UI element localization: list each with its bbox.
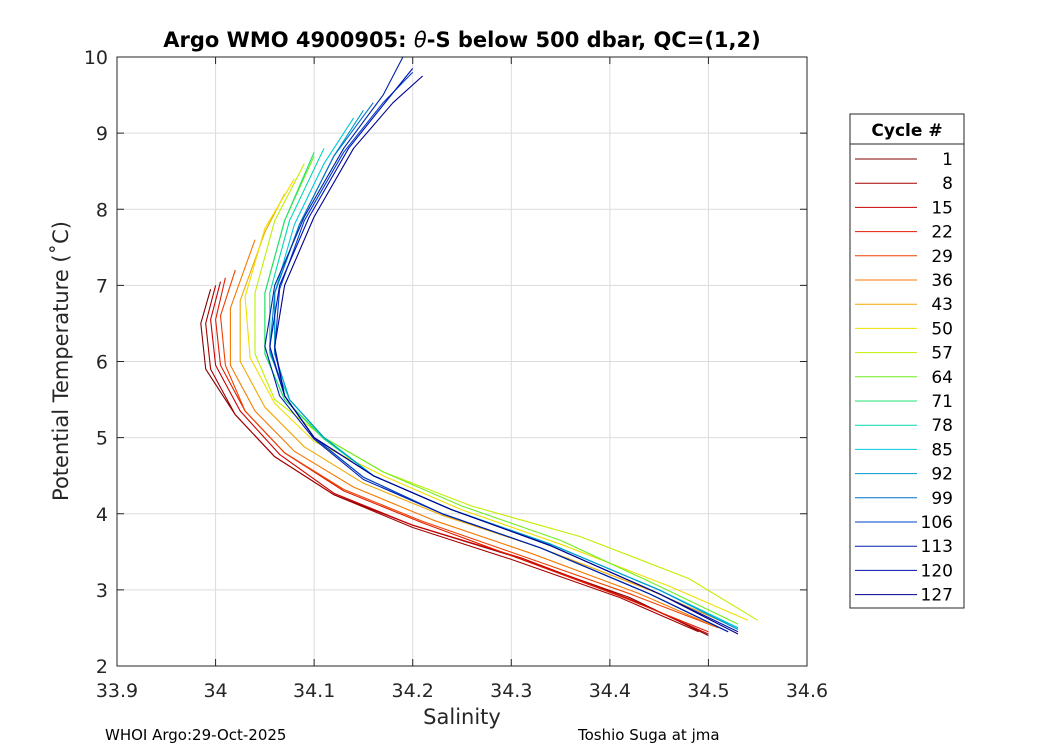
y-tick-label: 2 [96, 656, 108, 678]
legend-label: 8 [942, 174, 953, 194]
legend-label: 50 [931, 319, 953, 339]
legend-label: 78 [931, 416, 953, 436]
legend-label: 15 [931, 198, 953, 218]
footer-right: Toshio Suga at jma [577, 726, 720, 744]
x-tick-label: 34.2 [392, 680, 434, 702]
y-tick-label: 9 [96, 123, 108, 145]
legend-label: 120 [921, 561, 953, 581]
legend-label: 71 [931, 392, 953, 412]
series-line-7 [244, 178, 749, 621]
legend-label: 113 [921, 537, 953, 557]
legend-label: 22 [931, 223, 953, 243]
series-line-18 [274, 75, 739, 635]
y-tick-label: 3 [96, 580, 108, 602]
y-tick-label: 6 [96, 352, 108, 374]
x-tick-label: 34.6 [786, 680, 828, 702]
legend-label: 106 [921, 513, 953, 533]
x-axis-label: Salinity [423, 705, 501, 729]
series-line-16 [264, 56, 729, 633]
y-tick-label: 8 [96, 199, 108, 221]
footer-left: WHOI Argo:29-Oct-2025 [105, 726, 286, 744]
series-line-2 [210, 281, 709, 635]
y-tick-label: 10 [84, 47, 108, 69]
series-line-6 [239, 193, 729, 625]
legend-label: 36 [931, 271, 953, 291]
y-axis-label: Potential Temperature (˚C) [49, 221, 73, 501]
x-tick-label: 33.9 [96, 680, 138, 702]
y-tick-label: 7 [96, 275, 108, 297]
y-tick-label: 4 [96, 504, 108, 526]
series-line-1 [205, 285, 699, 633]
legend-label: 57 [931, 344, 953, 364]
legend-label: 64 [931, 368, 953, 388]
series-line-4 [219, 269, 719, 629]
legend-label: 99 [931, 489, 953, 509]
legend-label: 92 [931, 465, 953, 485]
series-line-5 [229, 239, 719, 629]
legend-items: 1 8 15 22 29 36 43 50 57 64 71 78 85 92 99 106 113 120 127 [855, 150, 953, 606]
legend-label: 29 [931, 247, 953, 267]
chart-title: Argo WMO 4900905: θ-S below 500 dbar, QC… [163, 28, 760, 52]
series-line-3 [215, 277, 709, 633]
legend-title: Cycle # [871, 121, 942, 141]
series-group [200, 56, 758, 636]
x-tick-label: 34.3 [490, 680, 532, 702]
x-tick-label: 34 [203, 680, 227, 702]
x-tick-label: 34.4 [589, 680, 631, 702]
legend-label: 43 [931, 295, 953, 315]
legend-label: 1 [942, 150, 953, 170]
legend-box [849, 113, 965, 609]
legend-label: 127 [921, 586, 953, 606]
y-tick-label: 5 [96, 428, 108, 450]
legend-label: 85 [931, 440, 953, 460]
x-tick-label: 34.1 [293, 680, 335, 702]
x-tick-label: 34.5 [687, 680, 729, 702]
legend: Cycle # 18152229364350576471788592991061… [849, 113, 965, 609]
